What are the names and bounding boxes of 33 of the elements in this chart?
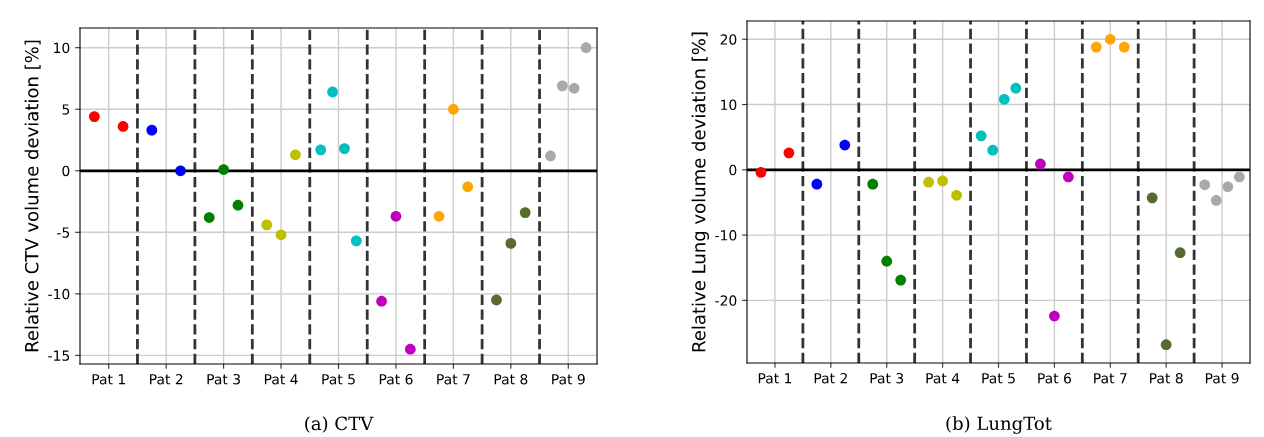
x-tick-label: Pat 7 (1094, 373, 1127, 384)
x-tick-label: Pat 3 (870, 372, 904, 384)
x-tick-label: Pat 6 (1038, 372, 1071, 384)
y-tick-label: 0 (62, 165, 70, 177)
text: (a) CTV (305, 416, 374, 433)
x-tick-label: Pat 5 (982, 373, 1015, 384)
x-tick-label: Pat 8 (1150, 372, 1183, 384)
x-tick-label: Pat 3 (207, 373, 240, 385)
x-tick-label: Pat 4 (926, 373, 960, 384)
x-tick-label: Pat 8 (494, 373, 528, 385)
text: (b) LungTot (946, 416, 1052, 434)
y-tick-label: 10 (54, 42, 70, 54)
x-tick-label: Pat 9 (1205, 372, 1239, 384)
y-tick-label: -10 (715, 230, 737, 241)
x-tick-label: Pat 1 (758, 373, 792, 384)
x-tick-label: Pat 1 (92, 374, 125, 385)
x-tick-label: Pat 2 (814, 372, 847, 384)
x-tick-label: Pat 5 (322, 374, 355, 385)
x-tick-label: Pat 7 (437, 374, 470, 385)
y-tick-label: 10 (721, 99, 737, 111)
y-tick-label: -20 (715, 295, 737, 306)
x-tick-label: Pat 4 (264, 374, 298, 385)
y-tick-label: -15 (48, 350, 70, 361)
x-tick-label: Pat 6 (379, 373, 413, 385)
y-tick-label: -5 (57, 227, 70, 238)
y-axis-title: Relative Lung volume deviation [%] (691, 32, 710, 352)
y-axis-title: Relative CTV volume deviation [%] (24, 40, 41, 352)
x-tick-label: Pat 2 (150, 373, 183, 385)
y-tick-label: -10 (48, 288, 70, 300)
y-tick-label: 0 (729, 164, 737, 176)
y-tick-label: 5 (62, 104, 70, 115)
x-tick-label: Pat 9 (552, 373, 585, 385)
y-tick-label: 20 (720, 34, 737, 45)
